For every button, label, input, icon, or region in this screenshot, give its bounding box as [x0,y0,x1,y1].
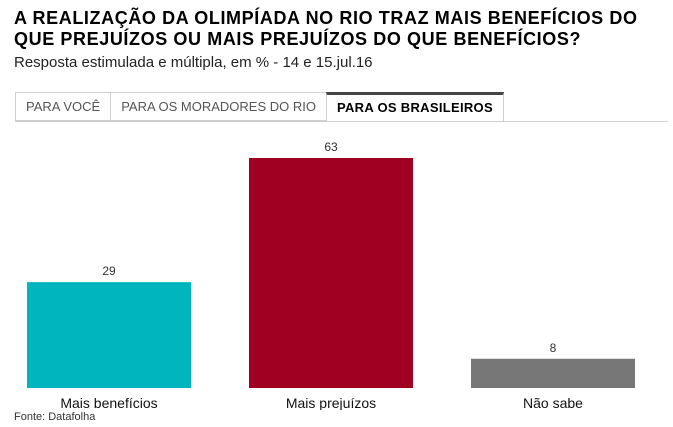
tab-bar-divider [15,121,668,122]
bar-2 [249,158,413,388]
bar-chart: 29 Mais benefícios 63 Mais prejuízos 8 Não sa… [27,140,635,410]
chart-subtitle: Resposta estimulada e múltipla, em % - 1… [14,54,373,71]
bar-value-label: 29 [102,264,116,278]
category-label: Não sabe [523,395,583,410]
bar-value-label: 63 [324,140,338,154]
chart-title: A REALIZAÇÃO DA OLIMPÍADA NO RIO TRAZ MA… [14,8,638,49]
tab-para-os-moradores-do-rio[interactable]: PARA OS MORADORES DO RIO [110,92,326,121]
bar-value-label: 8 [550,341,557,355]
bar-1 [27,282,191,388]
category-label: Mais benefícios [60,395,157,410]
tab-bar: PARA VOCÊ PARA OS MORADORES DO RIO PARA … [15,92,504,122]
bar-3 [471,358,635,388]
tab-para-os-brasileiros[interactable]: PARA OS BRASILEIROS [325,92,504,122]
category-label: Mais prejuízos [286,395,376,410]
tab-para-voce[interactable]: PARA VOCÊ [15,92,111,121]
source-note: Fonte: Datafolha [14,411,96,423]
